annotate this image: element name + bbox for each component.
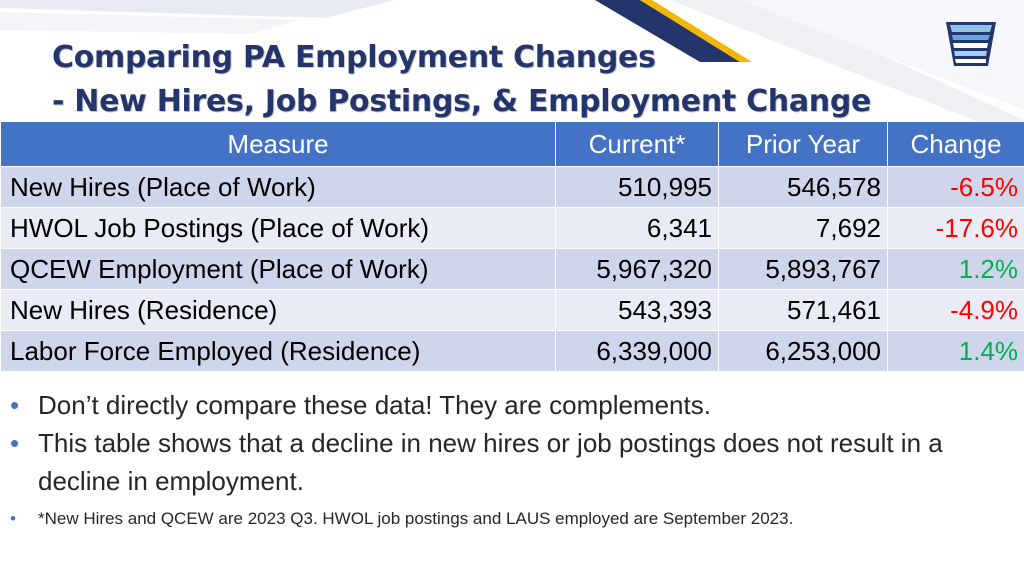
prior-year-cell: 7,692: [718, 207, 888, 249]
table-row: New Hires (Place of Work) 510,995 546,57…: [0, 166, 1024, 208]
column-header-prior-year: Prior Year: [718, 121, 888, 167]
table-row: HWOL Job Postings (Place of Work) 6,341 …: [0, 207, 1024, 249]
title-line-2: - New Hires, Job Postings, & Employment …: [52, 84, 872, 119]
bullet-dot-icon: •: [10, 390, 20, 420]
current-cell: 6,339,000: [555, 330, 719, 372]
current-cell: 6,341: [555, 207, 719, 249]
current-cell: 543,393: [555, 289, 719, 331]
note-text: Don’t directly compare these data! They …: [38, 390, 711, 420]
current-cell: 5,967,320: [555, 248, 719, 290]
employment-comparison-table: Measure Current* Prior Year Change New H…: [0, 121, 1024, 372]
measure-cell: New Hires (Residence): [0, 289, 556, 331]
bullet-dot-icon: •: [10, 509, 16, 528]
current-cell: 510,995: [555, 166, 719, 208]
measure-cell: Labor Force Employed (Residence): [0, 330, 556, 372]
column-header-change: Change: [887, 121, 1024, 167]
footnote-text: *New Hires and QCEW are 2023 Q3. HWOL jo…: [38, 509, 794, 528]
footnote-item: • *New Hires and QCEW are 2023 Q3. HWOL …: [10, 506, 1010, 532]
note-item: • Don’t directly compare these data! The…: [10, 386, 1010, 424]
column-header-measure: Measure: [0, 121, 556, 167]
bullet-dot-icon: •: [10, 428, 20, 458]
note-item: • This table shows that a decline in new…: [10, 424, 1010, 500]
change-cell: -4.9%: [887, 289, 1024, 331]
measure-cell: New Hires (Place of Work): [0, 166, 556, 208]
change-cell: -6.5%: [887, 166, 1024, 208]
prior-year-cell: 5,893,767: [718, 248, 888, 290]
prior-year-cell: 546,578: [718, 166, 888, 208]
measure-cell: QCEW Employment (Place of Work): [0, 248, 556, 290]
slide-title: Comparing PA Employment Changes - New Hi…: [52, 36, 871, 124]
note-text: This table shows that a decline in new h…: [38, 428, 943, 496]
table-row: New Hires (Residence) 543,393 571,461 -4…: [0, 289, 1024, 331]
table-header-row: Measure Current* Prior Year Change: [0, 121, 1024, 167]
keystone-logo-icon: [946, 22, 996, 66]
measure-cell: HWOL Job Postings (Place of Work): [0, 207, 556, 249]
change-cell: 1.4%: [887, 330, 1024, 372]
prior-year-cell: 571,461: [718, 289, 888, 331]
table-row: Labor Force Employed (Residence) 6,339,0…: [0, 330, 1024, 372]
change-cell: -17.6%: [887, 207, 1024, 249]
title-line-1: Comparing PA Employment Changes: [52, 40, 656, 75]
change-cell: 1.2%: [887, 248, 1024, 290]
notes-list: • Don’t directly compare these data! The…: [10, 386, 1010, 532]
column-header-current: Current*: [555, 121, 719, 167]
table-row: QCEW Employment (Place of Work) 5,967,32…: [0, 248, 1024, 290]
prior-year-cell: 6,253,000: [718, 330, 888, 372]
